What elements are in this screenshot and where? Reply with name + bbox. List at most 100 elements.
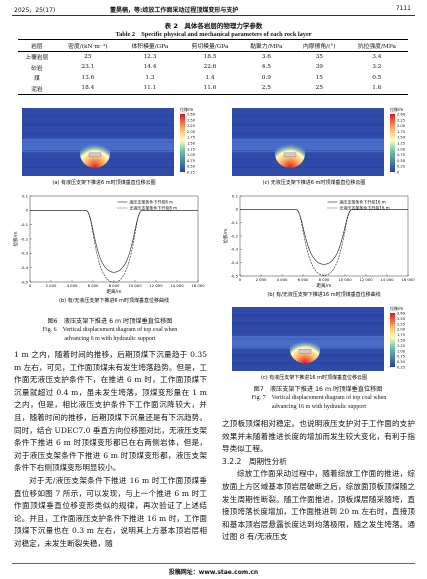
colorbar-label: 1.25 <box>187 147 195 151</box>
curve <box>240 209 408 265</box>
table-row: 煤 13.6 1.3 1.4 0.9 15 0.5 <box>18 73 408 84</box>
colorbar-label: 2.25 <box>397 118 405 122</box>
colorbar-label: 1.50 <box>397 136 406 140</box>
colorbar-label: 0.50 <box>397 360 406 364</box>
colorbar-label: 0.75 <box>397 355 405 359</box>
colorbar-title: 位移/m <box>390 106 403 112</box>
colorbar-label: 0.25 <box>187 171 195 175</box>
column-header: 黏聚力/MPa <box>250 43 283 50</box>
y-tick-label: -0.3 <box>231 247 239 252</box>
subfigure-caption: (b) 有/无液压支架下推进6 m时顶煤垂直位移曲线 <box>59 297 169 304</box>
legend-label: 无液压支架条件下开挖6 m <box>129 204 177 210</box>
colorbar <box>390 114 395 172</box>
colorbar-label: 1.00 <box>397 349 406 353</box>
footer: 投稿网址：www.stae.com.cn <box>168 569 259 576</box>
table-cell: 15 <box>315 74 323 81</box>
colorbar-label: 1.50 <box>187 142 196 146</box>
x-tick-label: 8 000 <box>319 277 330 282</box>
y-tick-label: 0 <box>26 208 29 213</box>
colorbar-label: 2.00 <box>397 124 406 128</box>
curve <box>30 210 198 273</box>
x-tick-label: 2 000 <box>256 277 267 282</box>
table-cell: 0.5 <box>372 74 382 81</box>
paragraph: 对于无/液压支架条件下推进 16 m 时工作面顶煤垂直位移如图 7 所示，可以发… <box>14 475 207 548</box>
table-cell: 22.6 <box>203 64 217 71</box>
rock-layer <box>232 138 384 153</box>
table-row: 砂岩 23.1 14.4 22.6 4.5 39 3.2 <box>18 62 408 73</box>
legend-label: 液压支架条件下开挖16 m <box>339 198 385 204</box>
table-cell: 13.6 <box>81 74 95 81</box>
table-cell: 3.2 <box>372 64 382 71</box>
table-cell: 砂岩 <box>31 65 43 72</box>
colorbar-label: 1.00 <box>187 153 196 157</box>
support <box>88 152 102 158</box>
x-tick-label: 6 000 <box>298 277 309 282</box>
column-header: 体积模量/GPa <box>131 43 169 50</box>
y-tick-label: 0 <box>236 207 239 212</box>
colorbar-label: 2.25 <box>187 124 195 128</box>
y-tick-label: -0.1 <box>231 220 239 225</box>
x-tick-label: 4 000 <box>67 283 78 288</box>
footer-rule <box>12 563 415 564</box>
colorbar <box>390 313 395 367</box>
table-cell: 18.4 <box>81 85 95 92</box>
x-tick-label: 14 000 <box>170 283 184 288</box>
paragraph: 之顶板顶煤相对稳定。也说明液压支护对于工作面的支护效果并未随着推进长度的增加而发… <box>222 419 415 454</box>
legend-label: 液压支架条件下开挖6 m <box>129 198 173 204</box>
colorbar-label: 2.00 <box>397 328 406 332</box>
paragraph: 1 m 之内，随着时间的推移，后期顶煤下沉量趋于 0.35 m 左右，可见，工作… <box>14 350 207 473</box>
table-row: 上覆岩层 25 12.3 18.5 3.6 35 3.4 <box>18 51 408 62</box>
colorbar-label: 1.00 <box>397 147 406 151</box>
legend-label: 无液压支架条件下开挖16 m <box>339 204 389 210</box>
x-tick-label: 4 000 <box>277 277 288 282</box>
colorbar-label: 0.75 <box>397 153 405 157</box>
figure-caption: 图6 液压支架下推进 6 m 时顶煤垂直位移图 <box>47 318 173 325</box>
y-tick-label: 0.1 <box>22 193 29 198</box>
y-tick-label: -0.1 <box>21 222 29 227</box>
section-heading: 3.2.2 周期性分析 <box>222 456 287 466</box>
table: 岩层 密度/(kN·m⁻³) 体积模量/GPa 剪切模量/GPa 黏聚力/MPa 内摩擦角… <box>18 39 408 95</box>
y-tick-label: -0.2 <box>21 236 29 241</box>
table-cell: 煤 <box>33 76 40 83</box>
table-cell: 1.3 <box>145 74 155 81</box>
table-cell: 2.5 <box>261 85 271 92</box>
table-cell: 4.5 <box>261 64 271 71</box>
colorbar-label: 0.75 <box>187 159 195 163</box>
colorbar-label: 1.75 <box>187 136 195 140</box>
x-tick-label: 6 000 <box>88 283 99 288</box>
figure-caption-en: Fig. 6 Vertical displacement diagram of … <box>42 327 178 342</box>
support <box>283 152 297 158</box>
y-tick-label: -0.4 <box>231 260 239 265</box>
colorbar-label: 2.69 <box>397 312 406 316</box>
x-axis-label: 距离/m <box>317 282 332 289</box>
subfigure-caption: (c) 有液压支架下推进16 m时顶煤垂直位移云图 <box>261 374 367 381</box>
body-left: 1 m 之内，随着时间的推移，后期顶煤下沉量趋于 0.35 m 左右，可见，工作… <box>14 349 207 551</box>
table-cell: 1.6 <box>372 85 382 92</box>
colorbar-label: 2.00 <box>187 130 196 134</box>
table-cell: 1.4 <box>205 74 215 81</box>
table-cell: 3.4 <box>372 53 382 60</box>
y-tick-label: -0.4 <box>21 265 29 270</box>
table-cell: 14.4 <box>143 64 157 71</box>
subfigure-caption: (a) 有液压支架下推进6 m时顶煤垂直位移云图 <box>52 179 155 186</box>
x-tick-label: 10 000 <box>338 277 352 282</box>
table-cell: 25 <box>84 53 92 60</box>
header-left: 2025，25(17) <box>14 7 56 14</box>
x-tick-label: 0 <box>239 277 242 282</box>
table-cell: 11.1 <box>143 85 157 92</box>
y-axis-label: 位移/m <box>12 232 19 247</box>
figures: 位移/m2.692.502.252.001.751.501.251.000.75… <box>12 106 415 381</box>
x-tick-label: 12 000 <box>359 277 373 282</box>
table-cell: 泥岩 <box>31 86 43 93</box>
colorbar-label: 2.50 <box>187 118 196 122</box>
y-tick-label: -0.2 <box>231 233 239 238</box>
colorbar-label: 1.75 <box>397 333 405 337</box>
curve <box>30 210 198 283</box>
figure-caption: 图7 液压支架下推进 16 m 时顶煤垂直位移图 <box>253 386 383 393</box>
subfigure-caption: (b) 有/无液压支架下推进16 m时顶煤垂直位移曲线 <box>267 291 380 298</box>
colorbar-label: 1.25 <box>397 142 405 146</box>
subfigure-caption: (c) 无液压支架下推进6 m时顶煤垂直位移云图 <box>263 179 366 186</box>
body-right: 之顶板顶煤相对稳定。也说明液压支护对于工作面的支护效果并未随着推进长度的增加而发… <box>222 418 415 544</box>
column-header: 内摩擦角/(°) <box>302 43 336 50</box>
colorbar-label: 0.25 <box>397 366 405 370</box>
